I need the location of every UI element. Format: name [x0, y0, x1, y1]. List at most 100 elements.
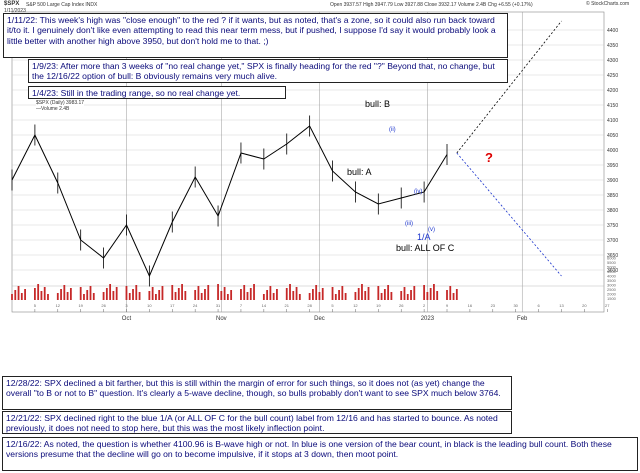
- volume-bar: [262, 294, 265, 300]
- x-day-label: 28: [307, 303, 312, 308]
- bull-count-projection: [456, 20, 562, 154]
- y-tick-label: 3800: [607, 208, 618, 214]
- volume-bar: [380, 293, 383, 300]
- volume-bar: [315, 285, 318, 300]
- note-1-11-22: 1/11/22: This week's high was "close eno…: [3, 13, 508, 58]
- volume-tick-label: 6000: [607, 256, 617, 261]
- volume-bar: [135, 285, 138, 300]
- volume-bar: [269, 286, 272, 300]
- x-day-label: 26: [101, 303, 106, 308]
- volume-bar: [194, 290, 197, 300]
- volume-bar: [223, 287, 226, 300]
- volume-bar: [200, 293, 203, 300]
- x-day-label: 10: [147, 303, 152, 308]
- volume-bar: [289, 284, 291, 300]
- volume-tick-label: 4000: [607, 274, 617, 279]
- y-tick-label: 4050: [607, 133, 618, 139]
- volume-bar: [112, 291, 115, 300]
- x-day-label: 19: [376, 303, 381, 308]
- volume-tick-label: 5500: [607, 260, 617, 265]
- volume-bar: [383, 289, 386, 300]
- volume-bar: [292, 291, 295, 300]
- volume-bar: [43, 287, 46, 300]
- volume-bar: [56, 293, 59, 300]
- volume-bar: [295, 287, 298, 300]
- index-name: S&P 500 Large Cap Index INDX: [26, 2, 98, 8]
- y-tick-label: 3950: [607, 163, 618, 169]
- volume-bar: [298, 294, 301, 300]
- note-1-4-23: 1/4/23: Still in the trading range, so n…: [28, 86, 286, 99]
- volume-bar: [155, 294, 157, 300]
- x-day-label: 24: [193, 303, 198, 308]
- y-tick-label: 4000: [607, 148, 618, 154]
- x-day-label: 12: [353, 303, 358, 308]
- x-day-label: 6: [537, 303, 540, 308]
- volume-bar: [433, 284, 435, 300]
- volume-bar: [14, 290, 17, 300]
- volume-bar: [429, 288, 432, 300]
- x-day-label: 3: [125, 303, 128, 308]
- volume-tick-label: 3000: [607, 283, 617, 288]
- x-day-label: 16: [468, 303, 473, 308]
- volume-bar: [148, 291, 151, 300]
- wave-label-v: (v): [428, 227, 435, 233]
- volume-tick-label: 1500: [607, 296, 617, 301]
- volume-bar: [449, 286, 452, 300]
- wave-label-iv: (iv): [414, 189, 423, 195]
- volume-bar: [181, 284, 183, 300]
- bear-count-projection: [456, 152, 562, 277]
- y-tick-label: 4100: [607, 118, 618, 124]
- volume-bar: [240, 289, 242, 300]
- volume-bar: [357, 288, 360, 300]
- wave-label-iii: (iii): [405, 221, 413, 227]
- x-day-label: 21: [285, 303, 290, 308]
- volume-bar: [230, 290, 233, 300]
- wave-label-bull-a: bull: A: [347, 167, 372, 177]
- volume-tick-label: 2000: [607, 292, 617, 297]
- x-day-label: 19: [78, 303, 83, 308]
- volume-bar: [312, 289, 314, 300]
- volume-bar: [341, 286, 344, 300]
- y-tick-label: 3650: [607, 253, 618, 259]
- chart-date: 1/11/2023: [4, 8, 26, 14]
- y-tick-label: 3750: [607, 223, 618, 229]
- volume-bar: [338, 290, 340, 300]
- x-day-label: 5: [34, 303, 37, 308]
- y-tick-label: 4350: [607, 43, 618, 49]
- volume-bar: [344, 293, 347, 300]
- volume-tick-label: 3500: [607, 278, 617, 283]
- volume-bar: [204, 289, 206, 300]
- volume-bar: [387, 285, 390, 300]
- volume-bar: [217, 284, 219, 300]
- volume-bar: [455, 289, 458, 300]
- volume-bar: [184, 291, 187, 300]
- volume-bar: [331, 287, 334, 300]
- volume-bar: [452, 293, 455, 300]
- volume-bar: [285, 288, 288, 300]
- x-day-label: 30: [513, 303, 518, 308]
- volume-bar: [318, 292, 321, 300]
- x-day-label: 2: [423, 303, 426, 308]
- volume-bar: [403, 287, 406, 300]
- note-12-28-22: 12/28/22: SPX declined a bit farther, bu…: [2, 376, 512, 410]
- volume-bar: [132, 289, 134, 300]
- volume-bar: [109, 284, 112, 300]
- volume-bar: [161, 286, 164, 300]
- volume-bar: [17, 286, 20, 300]
- wave-label-ii: (ii): [389, 127, 396, 133]
- y-tick-label: 3600: [607, 268, 618, 274]
- x-day-label: 14: [262, 303, 267, 308]
- volume-bar: [105, 288, 108, 300]
- x-day-label: 23: [491, 303, 496, 308]
- volume-bar: [20, 293, 23, 300]
- volume-bar: [174, 292, 177, 300]
- brand-label: © StockCharts.com: [586, 1, 630, 7]
- x-tick-label: Oct: [122, 316, 132, 322]
- volume-bar: [66, 292, 69, 300]
- y-tick-label: 4300: [607, 58, 618, 64]
- volume-bar: [423, 285, 426, 300]
- volume-bar: [207, 285, 210, 300]
- volume-bar: [361, 284, 363, 300]
- volume-tick-label: 5000: [607, 265, 617, 270]
- volume-bar: [115, 287, 118, 300]
